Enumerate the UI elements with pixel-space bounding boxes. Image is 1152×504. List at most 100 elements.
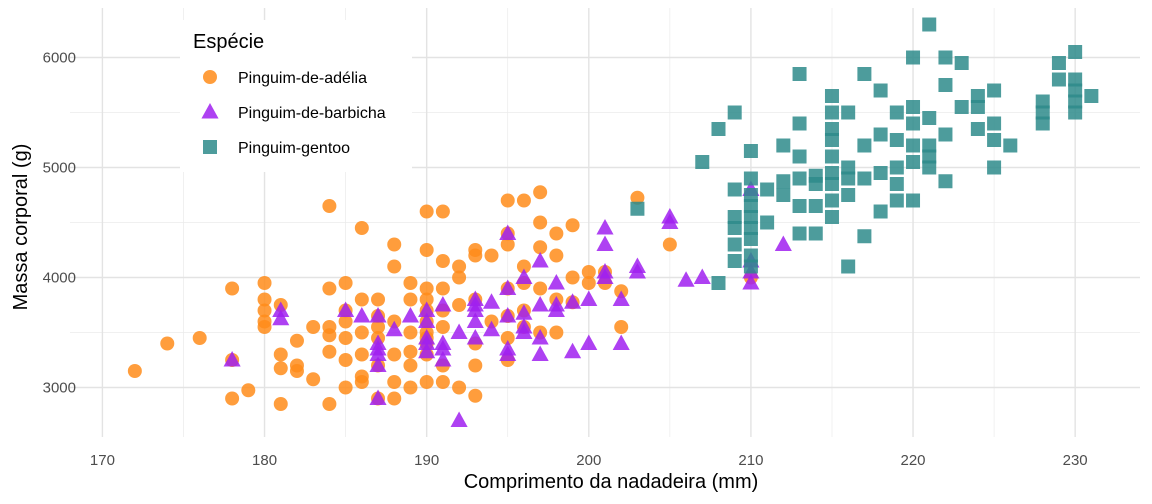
data-point	[808, 177, 823, 191]
data-point	[338, 314, 353, 329]
data-point	[387, 347, 402, 362]
data-point	[354, 347, 369, 362]
data-point	[1068, 45, 1083, 59]
data-point	[435, 375, 450, 389]
data-point	[241, 383, 256, 398]
data-point	[353, 307, 371, 323]
x-tick-label: 180	[252, 452, 277, 469]
data-point	[938, 78, 953, 92]
data-point	[450, 323, 468, 339]
data-point	[808, 226, 823, 241]
data-point	[808, 199, 823, 213]
data-point	[743, 144, 758, 158]
data-point	[841, 188, 856, 202]
data-point	[369, 345, 387, 361]
data-point	[434, 296, 452, 312]
data-point	[743, 188, 758, 202]
data-point	[499, 224, 517, 240]
data-point	[272, 309, 290, 326]
data-point	[792, 199, 807, 213]
data-point	[628, 263, 646, 279]
data-point	[824, 122, 839, 136]
data-point	[727, 237, 742, 252]
data-point	[435, 254, 450, 268]
data-point	[484, 248, 499, 263]
data-point	[1068, 94, 1083, 109]
data-point	[824, 105, 839, 120]
data-point	[922, 160, 937, 175]
legend-key	[201, 103, 219, 119]
data-point	[257, 303, 272, 318]
data-point	[906, 116, 921, 131]
data-point	[225, 391, 240, 406]
data-point	[743, 232, 758, 246]
data-point	[743, 221, 758, 235]
data-point	[547, 301, 565, 317]
data-point	[987, 83, 1002, 98]
data-point	[371, 292, 386, 307]
data-point	[776, 138, 791, 153]
data-point	[531, 296, 549, 312]
data-point	[565, 218, 580, 233]
data-point	[695, 155, 710, 169]
data-point	[922, 138, 937, 153]
data-point	[322, 281, 337, 296]
data-point	[531, 345, 549, 361]
y-tick-label: 5000	[43, 160, 76, 177]
data-point	[564, 293, 582, 309]
x-tick-label: 230	[1063, 452, 1088, 469]
data-point	[322, 397, 337, 411]
data-point	[873, 204, 888, 219]
legend-title: Espécie	[193, 31, 264, 53]
data-point	[354, 325, 369, 340]
data-point	[450, 411, 468, 427]
data-point	[824, 177, 839, 191]
data-point	[776, 188, 791, 202]
data-point	[516, 259, 531, 274]
data-point	[418, 334, 436, 350]
data-point	[792, 67, 807, 81]
data-point	[857, 138, 872, 153]
data-point	[727, 254, 742, 268]
data-point	[387, 391, 402, 406]
data-point	[743, 259, 758, 274]
data-point	[776, 174, 791, 189]
x-tick-label: 200	[576, 452, 601, 469]
data-point	[792, 116, 807, 131]
data-point	[499, 340, 517, 356]
data-point	[824, 193, 839, 208]
data-point	[677, 271, 695, 287]
data-point	[369, 307, 387, 323]
data-point	[987, 116, 1002, 131]
data-point	[418, 312, 436, 328]
data-point	[273, 347, 288, 362]
data-point	[273, 397, 288, 411]
data-point	[515, 268, 533, 284]
data-point	[549, 248, 564, 263]
data-point	[824, 149, 839, 164]
data-point	[938, 174, 953, 189]
data-point	[743, 171, 758, 186]
legend-label: Pinguim-de-barbicha	[238, 105, 386, 122]
data-point	[1035, 105, 1050, 120]
data-point	[354, 292, 369, 307]
data-point	[434, 351, 452, 367]
y-axis-ticks: 3000 4000 5000 6000	[43, 50, 76, 397]
data-point	[792, 149, 807, 164]
data-point	[889, 177, 904, 191]
y-tick-label: 6000	[43, 50, 76, 67]
data-point	[192, 331, 207, 345]
data-point	[306, 372, 321, 387]
data-point	[338, 276, 353, 290]
data-point	[434, 340, 452, 356]
data-point	[873, 127, 888, 142]
data-point	[987, 133, 1002, 147]
data-point	[742, 274, 760, 290]
data-point	[403, 344, 418, 359]
data-point	[387, 237, 402, 252]
data-point	[906, 193, 921, 208]
data-point	[612, 334, 630, 350]
data-point	[369, 389, 387, 405]
data-point	[630, 190, 645, 205]
